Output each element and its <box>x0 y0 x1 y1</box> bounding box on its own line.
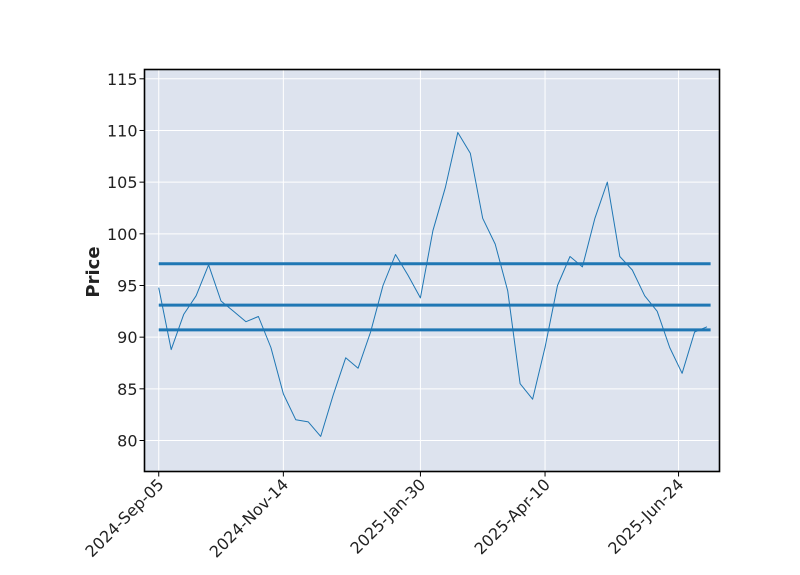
plot-frame <box>143 68 721 473</box>
y-tick-label: 85 <box>117 380 137 399</box>
x-tick-label: 2025-Apr-10 <box>470 475 553 558</box>
y-axis-ticks: 80 85 90 95 100 105 110 115 <box>107 70 145 450</box>
x-tick-label: 2025-Jan-30 <box>346 475 429 558</box>
plot-background <box>144 69 720 472</box>
x-axis-ticks: 2024-Sep-05 2024-Nov-14 2025-Jan-30 2025-Ap… <box>81 471 687 562</box>
x-tick-label: 2025-Jun-24 <box>604 475 687 558</box>
y-tick-label: 80 <box>117 431 137 450</box>
series-group <box>158 132 708 437</box>
y-axis-title: Price <box>83 246 104 297</box>
y-tick-label: 90 <box>117 328 137 347</box>
y-tick-label: 110 <box>107 121 138 140</box>
price-line <box>158 132 708 437</box>
x-tick-label: 2024-Nov-14 <box>206 475 293 562</box>
y-tick-label: 115 <box>107 70 138 89</box>
y-tick-label: 95 <box>117 276 137 295</box>
x-tick-label: 2024-Sep-05 <box>81 475 167 561</box>
y-tick-label: 100 <box>107 225 138 244</box>
horizontal-lines <box>158 262 711 332</box>
y-tick-label: 105 <box>107 173 138 192</box>
